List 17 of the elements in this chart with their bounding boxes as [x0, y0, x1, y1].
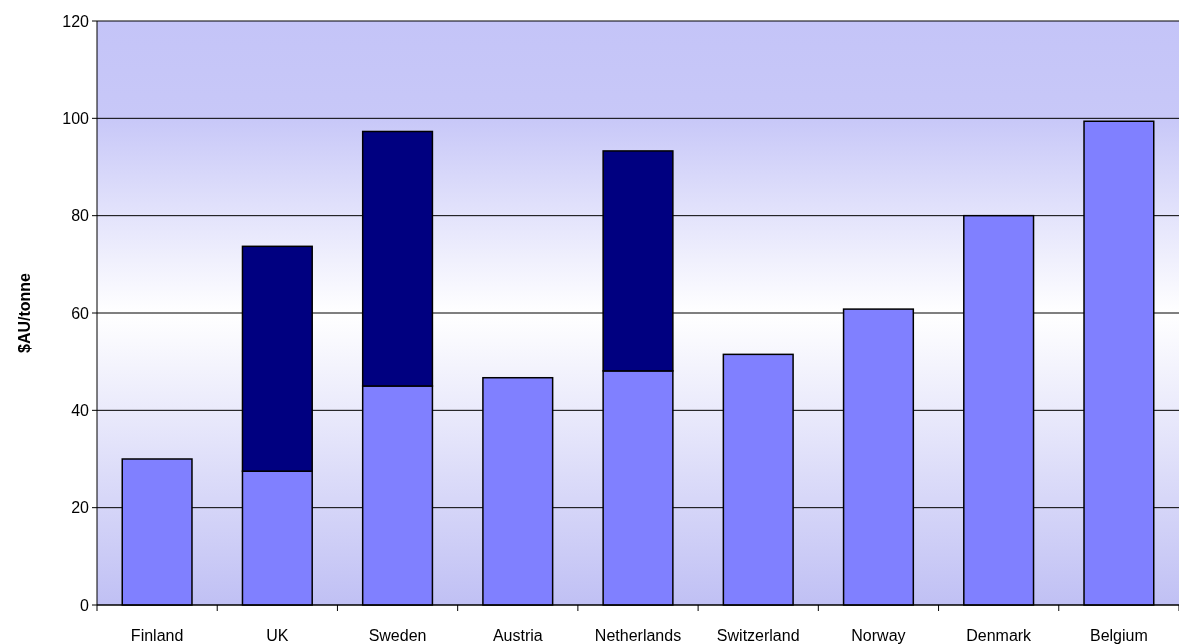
x-tick-label: UK [266, 627, 289, 644]
x-tick-label: Norway [851, 627, 906, 644]
y-tick-label: 60 [71, 304, 90, 322]
x-tick-label: Finland [130, 627, 184, 644]
x-tick-label: Netherlands [594, 627, 682, 644]
x-tick-label: Denmark [966, 627, 1033, 644]
x-tick-label: Sweden [368, 627, 427, 644]
y-tick-label: 80 [71, 207, 90, 225]
x-tick-label: Austria [492, 627, 543, 644]
x-tick-label: Switzerland [716, 627, 800, 644]
y-tick-label: 40 [71, 401, 90, 419]
x-tick-label: Belgium [1089, 627, 1148, 644]
y-tick-label: 0 [80, 596, 90, 614]
y-axis-title: $AU/tonne [16, 272, 33, 353]
y-tick-label: 100 [62, 109, 90, 127]
y-tick-label: 120 [62, 12, 90, 30]
y-tick-label: 20 [71, 499, 90, 517]
